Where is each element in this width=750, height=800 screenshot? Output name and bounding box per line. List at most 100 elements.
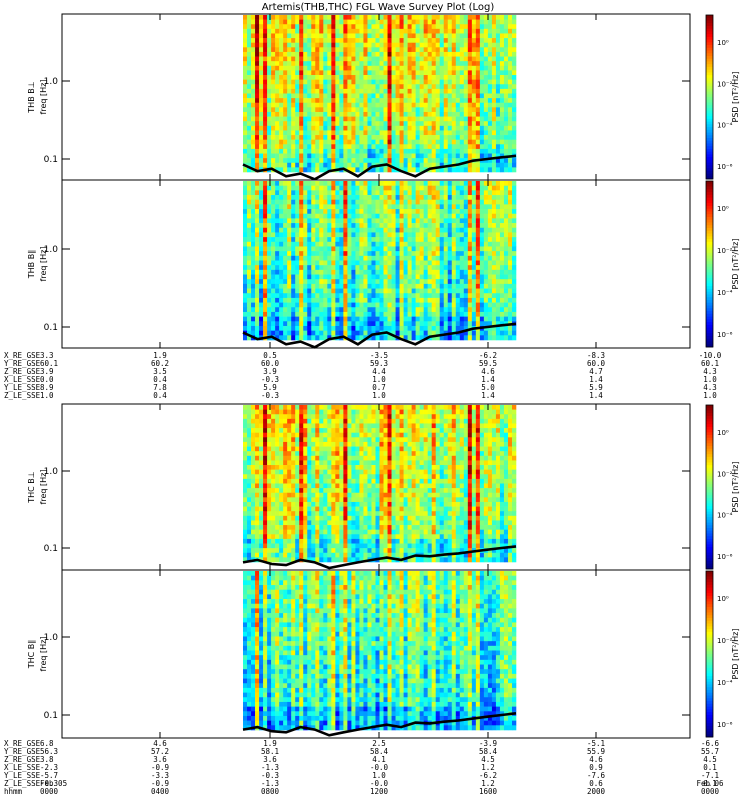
spectrogram-cell bbox=[263, 47, 268, 53]
spectrogram-cell bbox=[371, 125, 376, 131]
spectrogram-cell bbox=[399, 414, 404, 420]
spectrogram-cell bbox=[387, 204, 392, 210]
spectrogram-cell bbox=[435, 274, 441, 280]
spectrogram-cell bbox=[259, 47, 264, 53]
spectrogram-cell bbox=[439, 260, 445, 266]
spectrogram-cell bbox=[335, 237, 340, 243]
spectrogram-cell bbox=[451, 269, 457, 275]
spectrogram-cell bbox=[447, 47, 453, 53]
spectrogram-cell bbox=[491, 79, 497, 85]
spectrogram-cell bbox=[499, 185, 505, 191]
spectrogram-cell bbox=[471, 241, 477, 247]
spectrogram-cell bbox=[315, 33, 320, 39]
spectrogram-cell bbox=[311, 144, 316, 150]
spectrogram-cell bbox=[355, 135, 360, 140]
spectrogram-cell bbox=[471, 321, 477, 327]
spectrogram-cell bbox=[439, 293, 445, 299]
spectrogram-cell bbox=[511, 102, 517, 108]
spectrogram-cell bbox=[479, 255, 485, 261]
spectrogram-cell bbox=[255, 24, 260, 30]
spectrogram-cell bbox=[379, 213, 384, 219]
spectrogram-cell bbox=[251, 279, 256, 285]
spectrogram-cell bbox=[255, 405, 260, 410]
spectrogram-cell bbox=[459, 330, 465, 336]
spectrogram-cell bbox=[471, 84, 477, 90]
spectrogram-cell bbox=[403, 423, 408, 429]
spectrogram-cell bbox=[503, 185, 509, 191]
spectrogram-cell bbox=[411, 223, 416, 229]
spectrogram-cell bbox=[499, 98, 505, 104]
spectrogram-cell bbox=[347, 227, 352, 233]
spectrogram-cell bbox=[471, 204, 477, 210]
spectrogram-cell bbox=[263, 181, 268, 186]
spectrogram-cell bbox=[435, 135, 441, 140]
spectrogram-cell bbox=[443, 274, 449, 280]
spectrogram-cell bbox=[507, 135, 513, 140]
spectrogram-cell bbox=[275, 107, 280, 113]
spectrogram-cell bbox=[275, 121, 280, 127]
spectrogram-cell bbox=[459, 167, 465, 173]
spectrogram-cell bbox=[443, 423, 449, 429]
spectrogram-cell bbox=[295, 56, 300, 62]
spectrogram-cell bbox=[287, 335, 292, 341]
spectrogram-cell bbox=[467, 293, 473, 299]
spectrogram-cell bbox=[443, 121, 449, 127]
spectrogram-cell bbox=[419, 204, 424, 210]
spectrogram-cell bbox=[423, 70, 428, 76]
spectrogram-cell bbox=[363, 135, 368, 140]
spectrogram-cell bbox=[295, 121, 300, 127]
spectrogram-cell bbox=[511, 418, 517, 424]
spectrogram-cell bbox=[343, 325, 348, 331]
spectrogram-cell bbox=[303, 321, 308, 327]
spectrogram-cell bbox=[279, 75, 284, 80]
spectrogram-cell bbox=[335, 213, 340, 219]
spectrogram-cell bbox=[375, 56, 380, 62]
spectrogram-cell bbox=[311, 135, 316, 140]
spectrogram-cell bbox=[383, 204, 388, 210]
spectrogram-cell bbox=[387, 321, 392, 327]
spectrogram-cell bbox=[371, 153, 376, 159]
spectrogram-cell bbox=[499, 139, 505, 145]
spectrogram-cell bbox=[471, 279, 477, 285]
spectrogram-cell bbox=[299, 28, 304, 34]
spectrogram-cell bbox=[451, 107, 457, 113]
y-tick-label: 0.1 bbox=[44, 323, 58, 333]
spectrogram-cell bbox=[315, 65, 320, 71]
spectrogram-cell bbox=[347, 209, 352, 215]
spectrogram-cell bbox=[487, 28, 493, 34]
spectrogram-cell bbox=[447, 70, 453, 76]
spectrogram-cell bbox=[283, 79, 288, 85]
spectrogram-cell bbox=[351, 84, 356, 90]
spectrogram-cell bbox=[375, 279, 380, 285]
spectrogram-cell bbox=[415, 274, 420, 280]
spectrogram-cell bbox=[467, 98, 473, 104]
spectrogram-cell bbox=[435, 409, 441, 415]
spectrogram-cell bbox=[399, 195, 404, 201]
spectrogram-cell bbox=[343, 158, 348, 164]
spectrogram-cell bbox=[495, 15, 501, 20]
spectrogram-cell bbox=[247, 297, 252, 303]
spectrogram-cell bbox=[315, 185, 320, 191]
spectrogram-cell bbox=[251, 232, 256, 238]
spectrogram-cell bbox=[319, 213, 324, 219]
spectrogram-cell bbox=[339, 274, 344, 280]
spectrogram-cell bbox=[503, 409, 509, 415]
spectrogram-cell bbox=[363, 33, 368, 39]
spectrogram-cell bbox=[355, 93, 360, 99]
spectrogram-cell bbox=[251, 255, 256, 261]
spectrogram-cell bbox=[459, 47, 465, 53]
spectrogram-cell bbox=[495, 144, 501, 150]
spectrogram-cell bbox=[391, 135, 396, 140]
spectrogram-cell bbox=[487, 311, 493, 317]
spectrogram-cell bbox=[351, 274, 356, 280]
spectrogram-cell bbox=[247, 116, 252, 122]
spectrogram-cell bbox=[355, 195, 360, 201]
spectrogram-cell bbox=[463, 307, 469, 313]
spectrogram-cell bbox=[267, 307, 272, 313]
spectrogram-cell bbox=[283, 144, 288, 150]
spectrogram-cell bbox=[355, 84, 360, 90]
spectrogram-cell bbox=[479, 125, 485, 131]
spectrogram-cell bbox=[431, 15, 436, 20]
spectrogram-cell bbox=[431, 107, 436, 113]
spectrogram-cell bbox=[247, 144, 252, 150]
